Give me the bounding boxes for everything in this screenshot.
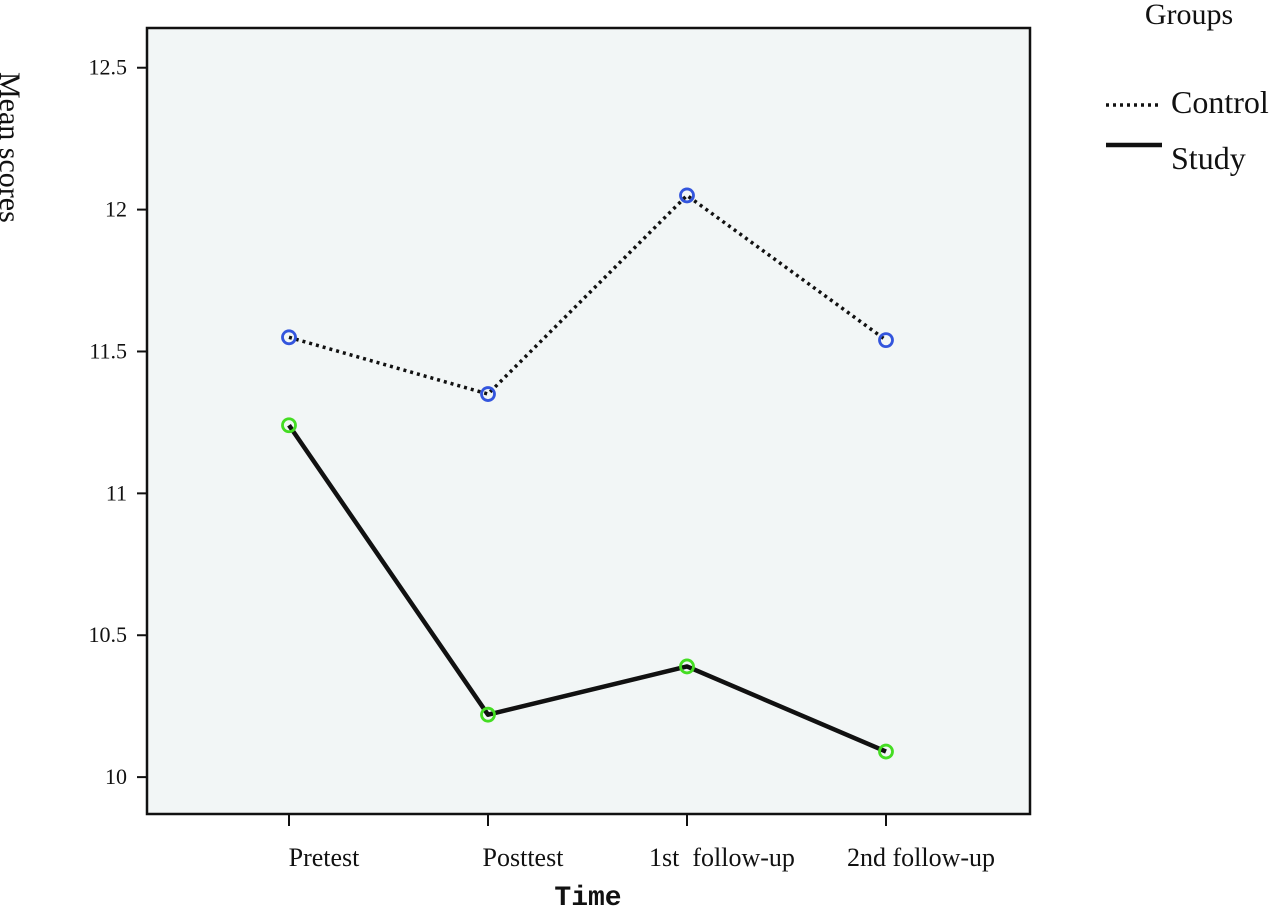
series-line-study [287, 423, 887, 754]
data-point-study [480, 706, 496, 723]
data-point-control [281, 329, 297, 346]
y-tick-label: 11.5 [89, 338, 127, 363]
data-point-study [281, 417, 297, 434]
y-tick-label: 10 [105, 764, 127, 789]
legend: Groups Control Study [1106, 0, 1269, 176]
x-tick-label: 2nd follow-up [847, 843, 995, 872]
series-line-control [288, 193, 888, 396]
data-point-study [878, 743, 894, 760]
y-tick-label: 12 [105, 197, 127, 222]
y-axis-title: Mean scores [0, 72, 26, 223]
y-tick-label: 11 [106, 480, 127, 505]
x-axis: Pretest Posttest 1st follow-up 2nd follow-u… [288, 814, 995, 872]
legend-label-study: Study [1171, 140, 1246, 176]
data-point-control [679, 187, 695, 204]
data-point-study [679, 658, 695, 675]
data-point-control [878, 332, 894, 349]
y-axis: 10 10.5 11 11.5 12 12.5 [89, 55, 147, 789]
y-tick-label: 12.5 [89, 55, 128, 80]
y-tick-label: 10.5 [89, 622, 128, 647]
legend-label-control: Control [1171, 84, 1269, 120]
plot-area [145, 26, 1032, 816]
legend-title: Groups [1145, 0, 1233, 31]
series-layer [281, 187, 894, 760]
x-tick-label: Pretest [289, 843, 361, 872]
data-point-control [480, 386, 496, 402]
x-tick-label: 1st follow-up [649, 843, 795, 872]
x-axis-title: Time [554, 883, 621, 907]
x-tick-label: Posttest [483, 843, 565, 872]
